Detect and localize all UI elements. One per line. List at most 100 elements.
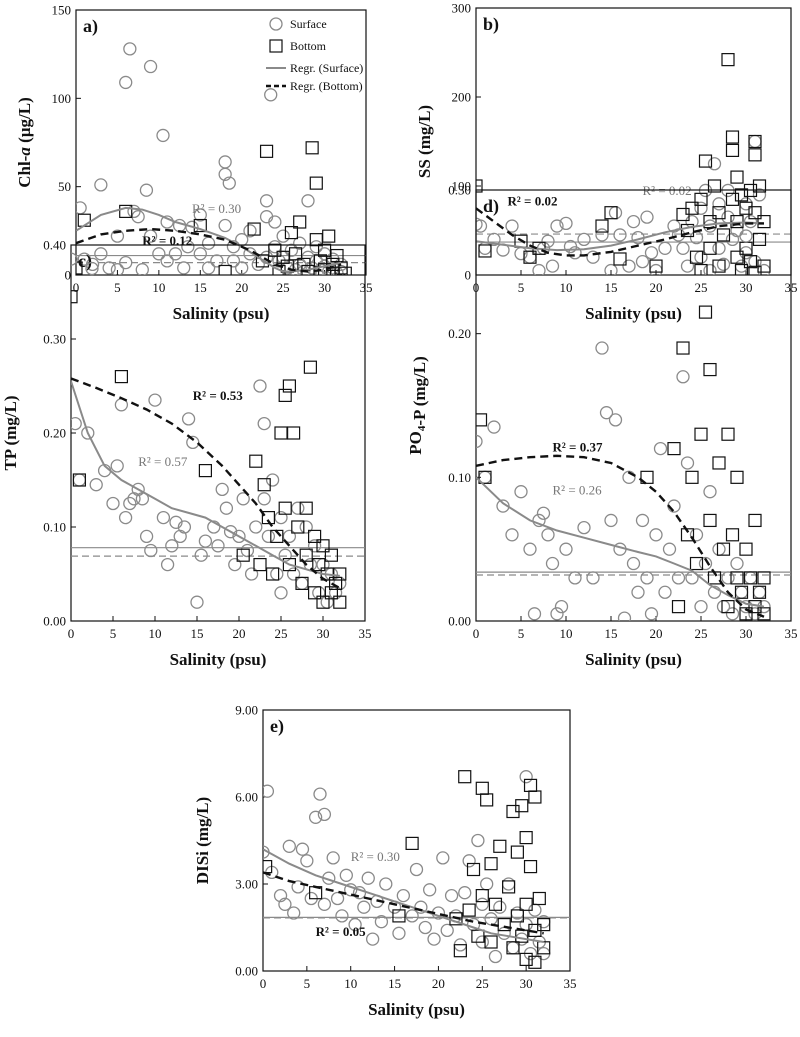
bottom-point [295, 576, 309, 591]
x-tick-label: 30 [740, 280, 753, 295]
bottom-point [476, 413, 488, 427]
surface-point [541, 234, 555, 248]
surface-point [752, 585, 767, 599]
surface-point [244, 567, 259, 581]
bottom-point [293, 215, 307, 229]
surface-point [300, 854, 314, 868]
plot-frame [262, 709, 571, 972]
surface-point [748, 134, 762, 149]
bottom-point [502, 880, 516, 894]
surface-point [550, 607, 564, 621]
legend-bottom-label: Bottom [290, 39, 327, 53]
bottom-point [703, 362, 717, 377]
surface-point [554, 599, 569, 614]
bottom-point [114, 370, 129, 384]
surface-point [527, 607, 542, 621]
surface-point [712, 542, 726, 556]
surface-point [211, 539, 225, 553]
bottom-point [649, 259, 663, 273]
surface-point [476, 219, 488, 233]
bottom-point [523, 250, 537, 264]
bottom-point [519, 897, 533, 911]
y-axis-label: DISi (mg/L) [193, 797, 212, 884]
surface-point [653, 441, 668, 456]
bottom-point [685, 201, 699, 215]
bottom-point [309, 176, 323, 190]
surface-point [514, 485, 528, 499]
surface-point [173, 529, 187, 544]
x-tick-label: 25 [277, 280, 290, 295]
surface-point [143, 59, 158, 74]
x-tick-label: 25 [695, 280, 708, 295]
surface-point [156, 128, 170, 143]
surface-point [313, 787, 327, 801]
surface-point [734, 585, 749, 599]
surface-point [748, 607, 762, 621]
surface-point [480, 877, 494, 891]
bottom-point [689, 250, 704, 264]
panel-c: 0.00 0.10 0.20 0.30 0.40 0 5 10 15 20 25 30 35 Salini… [1, 238, 372, 670]
bottom-point [703, 513, 717, 528]
bottom-point [667, 442, 681, 456]
bottom-point [392, 909, 406, 923]
regression-surface-line [476, 476, 765, 608]
bottom-point [523, 859, 538, 874]
surface-point [604, 513, 618, 528]
bottom-point [198, 464, 212, 478]
r-squared-annotation: R² = 0.05 [316, 924, 366, 939]
bottom-point [261, 511, 275, 525]
surface-point [123, 496, 137, 511]
surface-point [694, 599, 708, 614]
bottom-point [515, 929, 529, 943]
surface-point [223, 525, 238, 539]
surface-point [484, 912, 498, 926]
surface-point [144, 543, 158, 558]
surface-point [694, 250, 708, 264]
x-tick-label: 35 [785, 626, 798, 641]
bottom-point [532, 891, 546, 906]
bottom-point [71, 290, 78, 304]
surface-point [550, 219, 564, 233]
bottom-point [259, 144, 274, 158]
surface-point [739, 599, 753, 614]
bottom-point [739, 542, 753, 556]
x-tick-label: 20 [650, 626, 663, 641]
legend-bottom-marker [269, 39, 283, 53]
surface-point [135, 263, 149, 275]
surface-point [85, 257, 100, 272]
surface-point [274, 510, 288, 525]
y-tick-label: 0.30 [43, 332, 66, 347]
surface-point [505, 528, 519, 542]
x-tick-label: 10 [344, 976, 357, 991]
surface-point [143, 229, 158, 243]
surface-point [649, 528, 663, 542]
bottom-point [193, 218, 207, 233]
r-squared-annotation: R² = 0.30 [351, 849, 400, 864]
surface-point [707, 585, 722, 599]
bottom-point [528, 955, 542, 969]
bottom-point [329, 576, 343, 591]
regression-bottom-line [263, 871, 544, 935]
surface-point [487, 420, 501, 434]
bottom-point [308, 529, 322, 544]
bottom-point [458, 770, 472, 784]
bottom-point [694, 263, 708, 275]
surface-point [541, 528, 555, 542]
y-tick-label: 0.20 [448, 326, 471, 341]
surface-point [676, 241, 690, 255]
bottom-point [506, 941, 520, 955]
surface-point [476, 434, 483, 449]
y-axis-label: SS (mg/L) [415, 105, 434, 178]
bottom-point [484, 857, 498, 871]
surface-point [253, 379, 267, 393]
bottom-point [480, 793, 494, 807]
surface-point [476, 217, 483, 231]
x-tick-label: 15 [605, 626, 618, 641]
surface-point [626, 214, 641, 229]
surface-point [177, 520, 192, 534]
bottom-point [712, 259, 726, 273]
bottom-point [743, 255, 758, 269]
surface-point [680, 259, 695, 273]
bottom-point [519, 952, 533, 967]
